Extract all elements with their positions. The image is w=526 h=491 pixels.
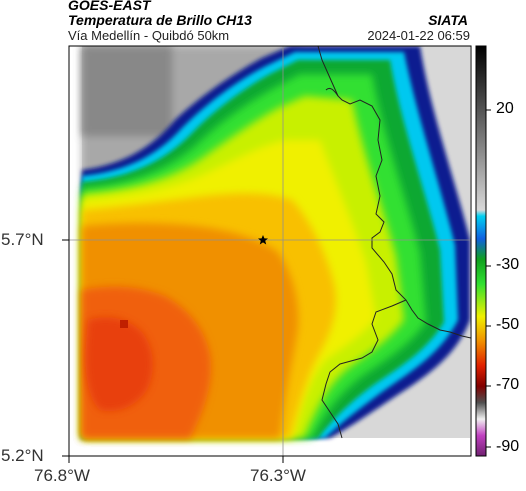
agency-label: SIATA [428,12,468,28]
lon-tick-label: 76.8°W [34,466,90,485]
colorbar-label: 20 [496,100,514,117]
product-title: Temperatura de Brillo CH13 [68,12,252,28]
lon-tick-label: 76.3°W [250,466,306,485]
lat-tick-label: 5.2°N [1,446,44,465]
colorbar-label: -70 [496,376,520,393]
colorbar [475,45,487,457]
satellite-title: GOES-EAST [68,0,151,13]
lat-tick-label: 5.7°N [1,230,44,249]
coastline [321,299,407,439]
border-line [317,46,471,339]
colorbar-label: -30 [496,256,520,273]
map-frame [68,45,472,457]
location-star-icon [258,235,268,245]
colorbar-label: -50 [496,316,520,333]
region-subtitle: Vía Medellín - Quibdó 50km [68,28,230,43]
colorbar-label: -90 [496,438,520,455]
datetime-label: 2024-01-22 06:59 [367,28,470,43]
